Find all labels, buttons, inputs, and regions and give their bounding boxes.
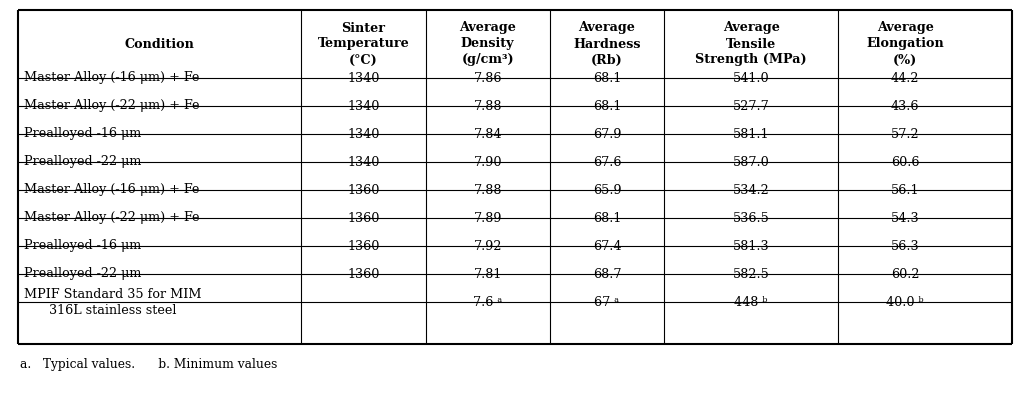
Text: 541.0: 541.0 — [732, 71, 769, 84]
Text: Average
Tensile
Strength (MPa): Average Tensile Strength (MPa) — [695, 22, 806, 67]
Text: MPIF Standard 35 for MIM
316L stainless steel: MPIF Standard 35 for MIM 316L stainless … — [24, 288, 202, 317]
Text: Average
Hardness
(Rb): Average Hardness (Rb) — [573, 22, 641, 67]
Text: Master Alloy (-22 μm) + Fe: Master Alloy (-22 μm) + Fe — [24, 100, 200, 113]
Text: 60.6: 60.6 — [891, 155, 920, 169]
Text: 68.7: 68.7 — [592, 268, 621, 281]
Text: 1360: 1360 — [347, 184, 380, 197]
Text: Master Alloy (-16 μm) + Fe: Master Alloy (-16 μm) + Fe — [24, 71, 200, 84]
Text: 581.1: 581.1 — [732, 127, 769, 140]
Text: 56.3: 56.3 — [891, 239, 920, 253]
Text: 68.1: 68.1 — [592, 71, 621, 84]
Text: 54.3: 54.3 — [891, 211, 920, 224]
Text: a.   Typical values.      b. Minimum values: a. Typical values. b. Minimum values — [20, 358, 277, 371]
Text: Average
Density
(g/cm³): Average Density (g/cm³) — [459, 22, 516, 67]
Text: 7.86: 7.86 — [474, 71, 502, 84]
Text: 67.6: 67.6 — [592, 155, 621, 169]
Text: Prealloyed -22 μm: Prealloyed -22 μm — [24, 268, 141, 281]
Text: 57.2: 57.2 — [891, 127, 920, 140]
Text: 68.1: 68.1 — [592, 211, 621, 224]
Text: 1360: 1360 — [347, 211, 380, 224]
Text: 7.89: 7.89 — [474, 211, 502, 224]
Text: 44.2: 44.2 — [891, 71, 920, 84]
Text: 536.5: 536.5 — [732, 211, 769, 224]
Text: 7.84: 7.84 — [474, 127, 502, 140]
Text: 534.2: 534.2 — [732, 184, 769, 197]
Text: 582.5: 582.5 — [732, 268, 769, 281]
Text: Prealloyed -16 μm: Prealloyed -16 μm — [24, 127, 141, 140]
Text: 1340: 1340 — [347, 71, 380, 84]
Text: Prealloyed -22 μm: Prealloyed -22 μm — [24, 155, 141, 169]
Text: 65.9: 65.9 — [592, 184, 621, 197]
Text: 7.92: 7.92 — [474, 239, 502, 253]
Text: 1360: 1360 — [347, 239, 380, 253]
Text: 60.2: 60.2 — [891, 268, 920, 281]
Text: 1340: 1340 — [347, 127, 380, 140]
Text: 43.6: 43.6 — [891, 100, 920, 113]
Text: Sinter
Temperature
(°C): Sinter Temperature (°C) — [317, 22, 409, 67]
Text: Condition: Condition — [125, 38, 195, 51]
Text: 1340: 1340 — [347, 155, 380, 169]
Text: 587.0: 587.0 — [732, 155, 769, 169]
Text: 56.1: 56.1 — [891, 184, 920, 197]
Text: 581.3: 581.3 — [732, 239, 769, 253]
Text: Master Alloy (-16 μm) + Fe: Master Alloy (-16 μm) + Fe — [24, 184, 200, 197]
Text: Prealloyed -16 μm: Prealloyed -16 μm — [24, 239, 141, 253]
Text: 7.88: 7.88 — [474, 184, 502, 197]
Text: 7.90: 7.90 — [474, 155, 502, 169]
Text: 1340: 1340 — [347, 100, 380, 113]
Text: Average
Elongation
(%): Average Elongation (%) — [866, 22, 945, 67]
Text: 67 ᵃ: 67 ᵃ — [594, 295, 619, 308]
Text: 7.81: 7.81 — [474, 268, 502, 281]
Text: 68.1: 68.1 — [592, 100, 621, 113]
Text: Master Alloy (-22 μm) + Fe: Master Alloy (-22 μm) + Fe — [24, 211, 200, 224]
Text: 40.0 ᵇ: 40.0 ᵇ — [887, 295, 924, 308]
Text: 7.88: 7.88 — [474, 100, 502, 113]
Text: 1360: 1360 — [347, 268, 380, 281]
Text: 67.4: 67.4 — [592, 239, 621, 253]
Text: 527.7: 527.7 — [732, 100, 769, 113]
Text: 67.9: 67.9 — [592, 127, 621, 140]
Text: 448 ᵇ: 448 ᵇ — [734, 295, 767, 308]
Text: 7.6 ᵃ: 7.6 ᵃ — [473, 295, 503, 308]
